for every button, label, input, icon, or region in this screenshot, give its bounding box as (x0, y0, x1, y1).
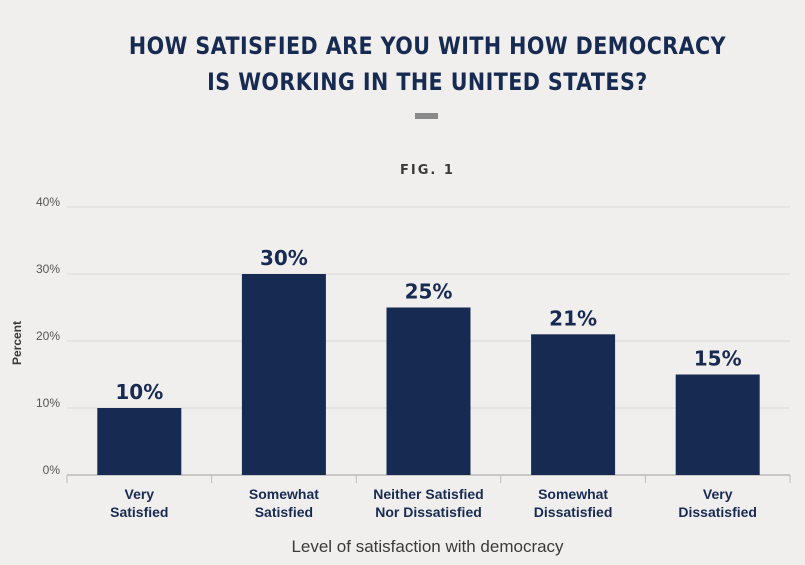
data-label: 25% (405, 280, 453, 304)
chart-title-line-1: HOW SATISFIED ARE YOU WITH HOW DEMOCRACY (128, 32, 726, 60)
bar (386, 307, 471, 475)
data-label: 30% (260, 246, 308, 270)
x-axis-label: Level of satisfaction with democracy (291, 537, 564, 556)
category-label: Nor Dissatisfied (375, 504, 482, 520)
bar (675, 374, 760, 475)
category-label: Very (703, 486, 733, 502)
y-tick-label: 30% (36, 262, 60, 276)
title-divider (415, 113, 438, 119)
category-label: Satisfied (255, 504, 313, 520)
data-label: 15% (694, 347, 742, 371)
y-tick-label: 40% (36, 195, 60, 209)
data-label: 21% (549, 306, 597, 330)
y-tick-label: 10% (36, 396, 60, 410)
category-label: Satisfied (110, 504, 168, 520)
bar (97, 408, 182, 475)
category-label: Very (125, 486, 155, 502)
data-label: 10% (115, 380, 163, 404)
bar (531, 334, 616, 475)
category-label: Dissatisfied (678, 504, 757, 520)
y-axis-label: Percent (10, 320, 24, 366)
category-label: Neither Satisfied (373, 486, 483, 502)
chart-title-line-2: IS WORKING IN THE UNITED STATES? (207, 68, 648, 96)
y-tick-label: 20% (36, 329, 60, 343)
category-label: Somewhat (249, 486, 319, 502)
category-label: Somewhat (538, 486, 608, 502)
category-label: Dissatisfied (534, 504, 613, 520)
bar (241, 274, 326, 475)
y-tick-label: 0% (43, 463, 61, 477)
figure-label: FIG. 1 (400, 163, 455, 178)
chart-title: HOW SATISFIED ARE YOU WITH HOW DEMOCRACY… (60, 28, 795, 100)
